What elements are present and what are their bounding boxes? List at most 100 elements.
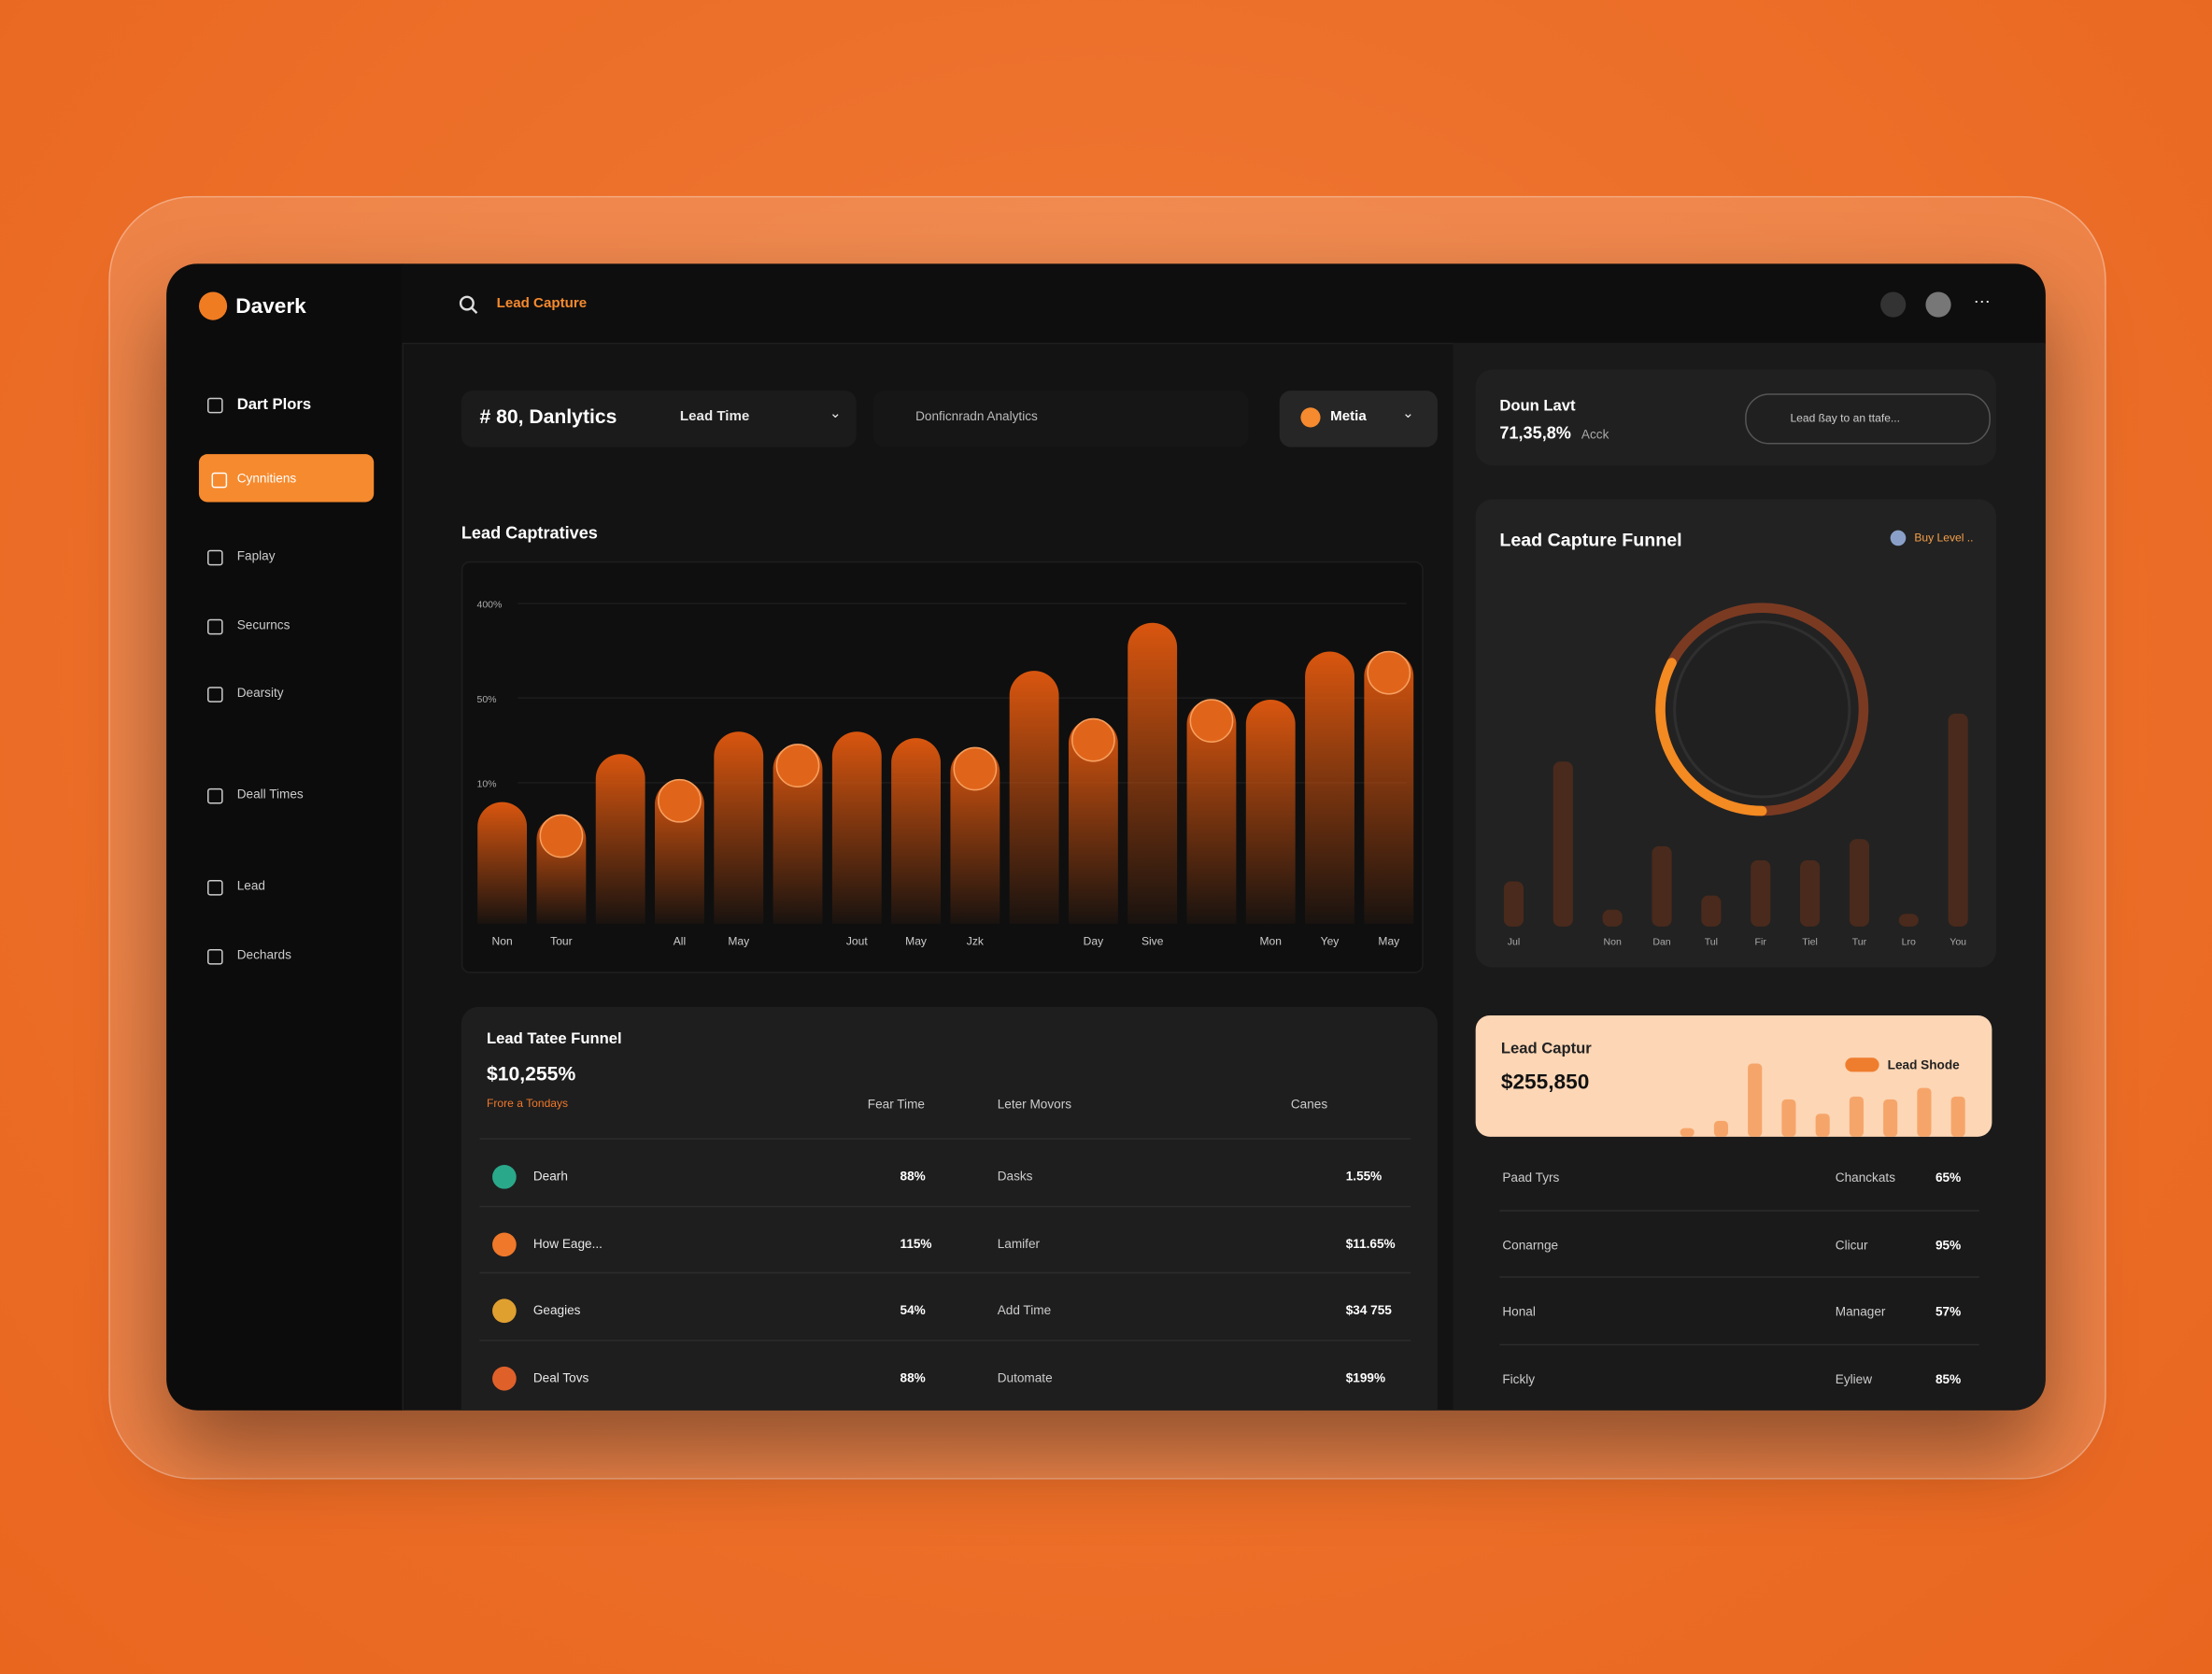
table-card	[461, 1006, 1438, 1411]
divider	[479, 1138, 1411, 1140]
axis-label: 400%	[476, 600, 502, 611]
row-icon	[492, 1165, 517, 1189]
row-label: Add Time	[997, 1302, 1052, 1318]
bar-marker	[775, 744, 820, 787]
x-tick-label: Tur	[1852, 937, 1867, 948]
notify-icon[interactable]	[1880, 291, 1907, 318]
row-amount: $199%	[1345, 1369, 1386, 1384]
bar	[1849, 839, 1870, 927]
capture-title: Lead Captur	[1500, 1041, 1592, 1058]
axis-label: 10%	[476, 778, 496, 789]
mini-bar	[1917, 1087, 1932, 1137]
bar	[773, 744, 823, 924]
x-tick-label: All	[674, 935, 686, 948]
bar	[595, 754, 645, 924]
app-window: Daverk Lead Capture ⋯ # 80, Danlytics Le…	[166, 263, 2046, 1411]
bar	[714, 731, 764, 924]
summary-search-text[interactable]: Lead ßay to an ttafe...	[1790, 411, 1900, 425]
nav-icon	[206, 618, 223, 635]
avatar[interactable]	[1925, 291, 1951, 318]
table-header: Leter Movors	[997, 1097, 1072, 1112]
search-text[interactable]: Lead Capture	[496, 296, 588, 312]
bar	[1009, 671, 1059, 924]
nav-active[interactable]	[198, 454, 375, 503]
donut-arc	[1655, 658, 1767, 816]
topbar	[402, 263, 2046, 345]
row-amount: 1.55%	[1345, 1169, 1382, 1184]
row-label: Dutomate	[997, 1369, 1053, 1384]
mini-bar	[1781, 1099, 1796, 1137]
bar-marker	[953, 746, 998, 791]
row-icon	[492, 1298, 517, 1324]
table-header: Canes	[1290, 1097, 1328, 1112]
nav-item: Lead	[236, 878, 265, 893]
bar	[1068, 718, 1118, 924]
nav-item: Dart Plors	[236, 396, 312, 414]
bar	[1602, 909, 1623, 927]
summary-title: Doun Lavt	[1499, 397, 1576, 415]
button[interactable]: Metia	[1330, 408, 1367, 425]
nav-icon	[206, 949, 223, 965]
row-label: Lamifer	[997, 1236, 1041, 1251]
x-tick-label: Day	[1084, 935, 1103, 948]
chevron: ⌄	[1402, 405, 1414, 422]
x-tick-label: Jout	[846, 935, 868, 948]
axis-label: 50%	[476, 694, 496, 705]
brand: Daverk	[235, 294, 306, 319]
bar	[1305, 651, 1354, 924]
list-pct: 57%	[1935, 1304, 1962, 1319]
bar-marker	[539, 814, 584, 858]
bar	[1186, 699, 1237, 924]
bar	[1553, 761, 1573, 927]
x-tick-label: Tour	[550, 935, 572, 948]
list-label: Manager	[1835, 1304, 1886, 1319]
list-label: Chanckats	[1835, 1170, 1896, 1185]
x-tick-label: Dan	[1652, 937, 1670, 948]
nav-item: Dearsity	[236, 685, 284, 700]
nav-icon	[211, 472, 228, 489]
summary-search[interactable]	[1745, 393, 1991, 445]
divider	[1499, 1276, 1979, 1278]
x-tick-label: Jul	[1508, 937, 1520, 948]
nav-item: Securncs	[236, 617, 291, 632]
mini-bar	[1680, 1128, 1694, 1137]
list-name: Conarnge	[1502, 1237, 1559, 1252]
capture-badge: Lead Shode	[1887, 1057, 1960, 1072]
chart-title: Lead Captratives	[461, 523, 598, 544]
bar	[1701, 895, 1722, 927]
nav-icon	[206, 880, 223, 896]
capture-value: $255,850	[1500, 1070, 1590, 1095]
mini-bar	[1950, 1096, 1965, 1137]
bar	[1245, 699, 1296, 924]
stat-box	[461, 390, 857, 447]
divider	[479, 1205, 1411, 1207]
tab[interactable]: Donficnradn Analytics	[915, 408, 1038, 423]
table-title: Lead Tatee Funnel	[487, 1030, 622, 1048]
stat: # 80, Danlytics	[479, 404, 617, 428]
nav-item: Deall Times	[236, 787, 304, 802]
mini-bar	[1815, 1114, 1830, 1137]
list-label: Eyliew	[1835, 1371, 1873, 1386]
bar	[1652, 845, 1672, 927]
row-name: How Eage...	[532, 1236, 603, 1251]
nav-icon	[206, 549, 223, 566]
nav-item: Dechards	[236, 947, 291, 962]
capture-card	[1475, 1014, 1992, 1137]
x-tick-label: Tiel	[1802, 937, 1818, 948]
bar-marker	[1071, 717, 1115, 762]
row-pct: 88%	[900, 1369, 926, 1384]
dropdown[interactable]: Lead Time	[679, 408, 750, 425]
x-tick-label: May	[1378, 935, 1399, 948]
nav-icon	[206, 687, 223, 702]
search-icon	[459, 295, 478, 315]
more-icon[interactable]: ⋯	[1973, 291, 1991, 312]
logo	[198, 291, 228, 320]
bar	[1800, 859, 1821, 927]
nav-icon	[206, 397, 223, 414]
summary-card	[1475, 369, 1996, 466]
x-tick-label: Tul	[1705, 937, 1718, 948]
row-icon	[492, 1231, 517, 1256]
divider	[479, 1339, 1411, 1341]
funnel-title: Lead Capture Funnel	[1499, 529, 1682, 550]
